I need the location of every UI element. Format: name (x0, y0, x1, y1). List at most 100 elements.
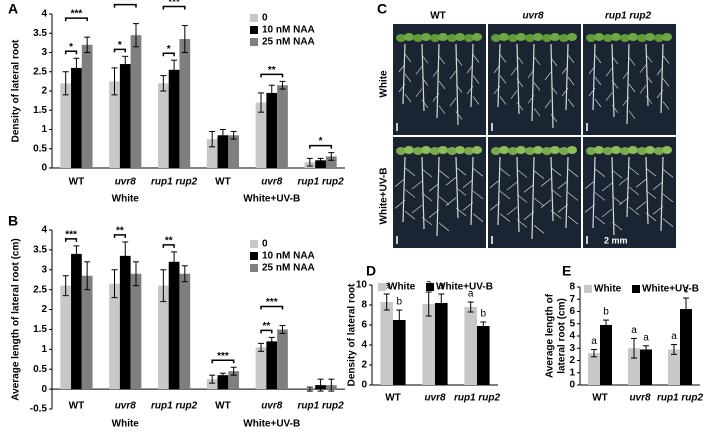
lateral-root (662, 78, 670, 87)
lateral-root (635, 179, 647, 188)
lateral-root (601, 182, 613, 192)
leaf (559, 34, 569, 42)
y-axis-label: lateral root (cm) (557, 298, 568, 374)
column-label: WT (430, 11, 446, 22)
lateral-root (499, 213, 511, 222)
group-label: White+UV-B (243, 194, 300, 205)
x-tick-label: rup1 rup2 (298, 401, 345, 412)
significance-stars: ** (165, 236, 173, 247)
lateral-root (523, 211, 535, 220)
leaf (455, 146, 465, 154)
lateral-root (404, 210, 416, 220)
root (592, 156, 596, 229)
lateral-root (594, 192, 606, 201)
lateral-root (588, 65, 596, 75)
x-tick-label: rup1 rup2 (657, 393, 704, 404)
y-tick-label: 0 (41, 384, 47, 395)
lateral-root (527, 69, 535, 78)
lateral-root (404, 73, 412, 83)
error-bar (111, 269, 118, 299)
error-bar (258, 92, 265, 113)
error-bar (111, 67, 118, 96)
lateral-root (605, 68, 613, 77)
significance-bracket (64, 17, 88, 22)
significance-bracket (260, 73, 284, 78)
root (470, 156, 474, 226)
error-bar (84, 36, 91, 53)
lateral-root (611, 195, 623, 205)
root (531, 43, 535, 122)
legend-swatch (250, 264, 258, 272)
leaf (464, 147, 474, 155)
leaf (491, 147, 501, 155)
lateral-root (561, 65, 569, 75)
error-bar (317, 378, 324, 392)
leaf (559, 147, 569, 155)
error-bar (171, 251, 178, 273)
leaf (628, 33, 638, 41)
leaf (567, 33, 577, 41)
significance-letter: a (468, 289, 474, 300)
lateral-root (394, 200, 406, 209)
lateral-root (398, 63, 406, 73)
lateral-root (584, 180, 596, 189)
significance-letter: b (397, 297, 403, 308)
legend-swatch (250, 240, 258, 248)
lateral-root (472, 190, 484, 200)
lateral-root (421, 77, 429, 86)
lateral-root (411, 204, 423, 214)
legend-label: 25 nM NAA (262, 263, 315, 274)
leaf (662, 146, 672, 154)
bar (168, 261, 180, 390)
lateral-root (639, 64, 647, 73)
lateral-root (540, 178, 552, 187)
bar (157, 285, 169, 390)
bar (109, 283, 120, 390)
y-tick-label: 3.5 (33, 28, 47, 39)
lateral-root (628, 206, 640, 216)
significance-stars: *** (217, 351, 229, 362)
error-bar (591, 348, 597, 358)
leaf (447, 34, 457, 42)
leaf (654, 147, 664, 155)
bar (228, 135, 240, 168)
leaf (516, 146, 526, 154)
lateral-root (652, 206, 664, 215)
y-tick-label: 6 (361, 320, 367, 331)
lateral-root (421, 54, 429, 64)
bar (277, 329, 288, 390)
lateral-root (438, 222, 450, 232)
lateral-root (628, 166, 640, 176)
root (497, 43, 501, 108)
error-bar (160, 75, 167, 92)
y-tick-label: 0 (569, 380, 575, 391)
error-bar (122, 55, 129, 73)
lateral-root (516, 194, 528, 203)
lateral-root (499, 54, 507, 63)
bar (477, 326, 490, 385)
x-tick-label: WT (69, 401, 85, 412)
lateral-root (455, 166, 467, 176)
lateral-root (544, 71, 552, 81)
lateral-root (533, 107, 541, 117)
bar (217, 375, 229, 390)
lateral-root (438, 56, 446, 65)
bar (628, 348, 640, 385)
leaf (464, 34, 474, 42)
lateral-root (594, 215, 606, 225)
error-bar (438, 293, 445, 313)
lateral-root (516, 169, 528, 178)
bar (119, 64, 131, 168)
leaf (603, 147, 613, 155)
bar (228, 371, 240, 390)
error-bar (425, 291, 432, 317)
lateral-root (415, 66, 423, 75)
error-bar (671, 344, 677, 355)
error-bar (328, 378, 335, 392)
y-tick-label: 2.5 (33, 66, 47, 77)
leaf (645, 33, 655, 41)
y-tick-label: 4 (41, 225, 47, 236)
legend-swatch (250, 38, 258, 46)
bar (81, 275, 93, 390)
